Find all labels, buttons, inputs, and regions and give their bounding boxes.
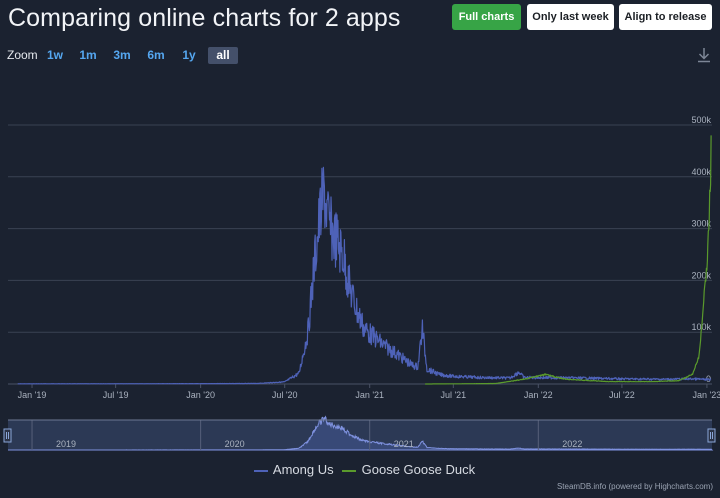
legend-goose-label: Goose Goose Duck <box>361 462 476 477</box>
navigator-right-handle[interactable] <box>707 428 716 443</box>
navigator-year-label: 2020 <box>225 439 245 449</box>
y-tick-label: 400k <box>691 167 711 177</box>
align-to-release-button[interactable]: Align to release <box>619 4 712 30</box>
x-tick-label: Jul '21 <box>440 390 466 400</box>
navigator-year-label: 2021 <box>394 439 414 449</box>
navigator-year-label: 2019 <box>56 439 76 449</box>
legend-among-us-swatch <box>254 469 268 472</box>
legend-goose-goose-duck[interactable]: Goose Goose Duck <box>342 462 475 477</box>
credit-text: SteamDB.info (powered by Highcharts.com) <box>556 482 713 491</box>
series-goose-goose-duck-line <box>425 135 712 385</box>
x-tick-label: Jan '22 <box>524 390 553 400</box>
legend-among-us[interactable]: Among Us <box>254 462 334 477</box>
x-tick-label: Jul '22 <box>609 390 635 400</box>
y-tick-label: 300k <box>691 219 711 229</box>
zoom-label: Zoom <box>7 48 38 62</box>
zoom-1w-button[interactable]: 1w <box>46 48 63 62</box>
zoom-all-button[interactable]: all <box>208 47 238 64</box>
zoom-6m-button[interactable]: 6m <box>147 48 165 62</box>
x-tick-label: Jan '19 <box>18 390 47 400</box>
full-charts-button[interactable]: Full charts <box>452 4 521 30</box>
x-tick-label: Jul '19 <box>103 390 129 400</box>
zoom-1y-button[interactable]: 1y <box>182 48 196 62</box>
x-tick-label: Jan '21 <box>355 390 384 400</box>
navigator-year-label: 2022 <box>562 439 582 449</box>
zoom-1m-button[interactable]: 1m <box>79 48 97 62</box>
navigator[interactable]: 2019 2020 2021 2022 <box>3 415 716 451</box>
zoom-3m-button[interactable]: 3m <box>113 48 131 62</box>
x-tick-label: Jan '20 <box>186 390 215 400</box>
x-tick-label: Jul '20 <box>272 390 298 400</box>
navigator-mask <box>8 420 712 450</box>
y-tick-label: 200k <box>691 270 711 280</box>
legend-among-us-label: Among Us <box>272 462 334 477</box>
y-tick-label: 500k <box>691 115 711 125</box>
x-tick-label: Jan '23 <box>693 390 720 400</box>
only-last-week-button[interactable]: Only last week <box>527 4 614 30</box>
navigator-left-handle[interactable] <box>3 428 12 443</box>
download-icon[interactable] <box>697 47 711 63</box>
navigator-series <box>8 415 714 451</box>
legend-goose-swatch <box>342 469 356 472</box>
page-title: Comparing online charts for 2 apps <box>8 4 401 32</box>
series-among-us-line <box>17 166 712 385</box>
